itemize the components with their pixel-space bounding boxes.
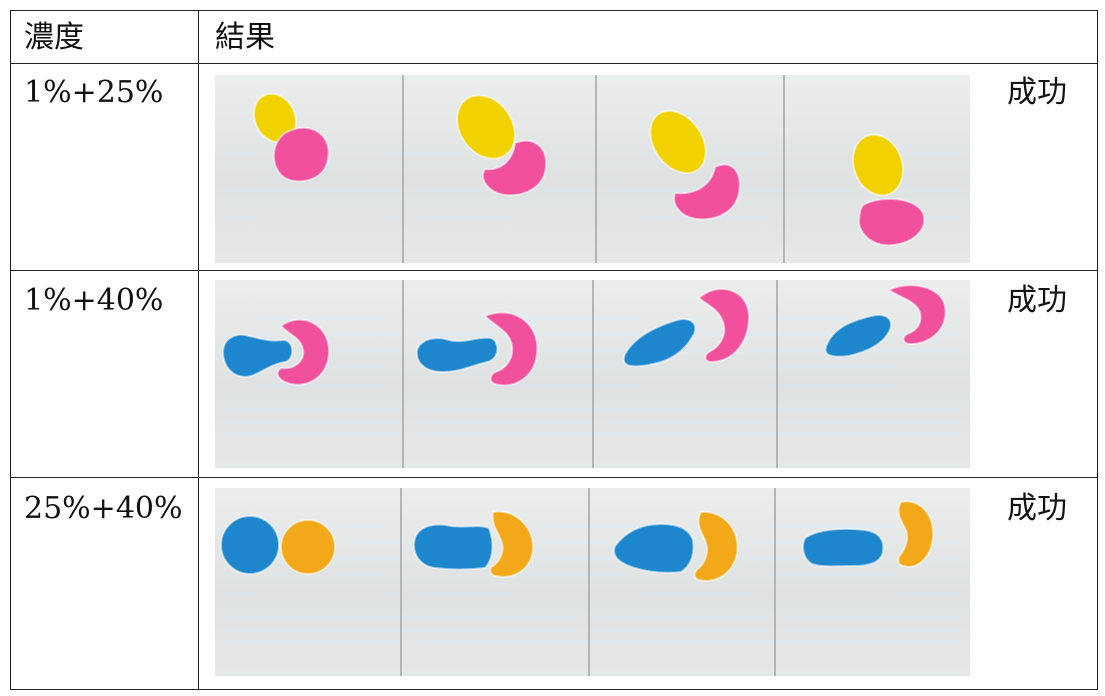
row-2-result: 成功 [1007, 283, 1067, 318]
row-3-concentration: 25%+40% [24, 491, 183, 526]
row-3-right-droplets [280, 500, 935, 582]
row-2-droplets [221, 284, 947, 387]
row-1-right-droplets [272, 126, 926, 247]
header-concentration: 濃度 [24, 20, 84, 55]
row-divider-2 [10, 477, 1098, 478]
row-1-concentration: 1%+25% [24, 75, 164, 110]
row-1-left-droplets [253, 92, 904, 197]
row-2-right-droplets [276, 284, 947, 387]
table-border-right [1097, 10, 1098, 689]
row-2-concentration: 1%+40% [24, 283, 164, 318]
row-divider-1 [10, 270, 1098, 271]
row-3-left-droplets [220, 515, 885, 575]
row-3-droplets [220, 500, 935, 582]
row-3-result: 成功 [1007, 491, 1067, 526]
row-2-left-droplets [221, 314, 892, 378]
results-table [10, 10, 1098, 690]
header-divider [10, 63, 1098, 64]
header-result: 結果 [215, 20, 275, 55]
row-2-photo-strip [215, 280, 970, 468]
row-1-photo-strip [215, 75, 970, 263]
row-1-droplets [253, 92, 926, 247]
row-3-photo-strip [215, 488, 970, 676]
table-border-left [10, 10, 11, 689]
row-1-result: 成功 [1007, 75, 1067, 110]
table-divider-concentration [198, 10, 199, 689]
